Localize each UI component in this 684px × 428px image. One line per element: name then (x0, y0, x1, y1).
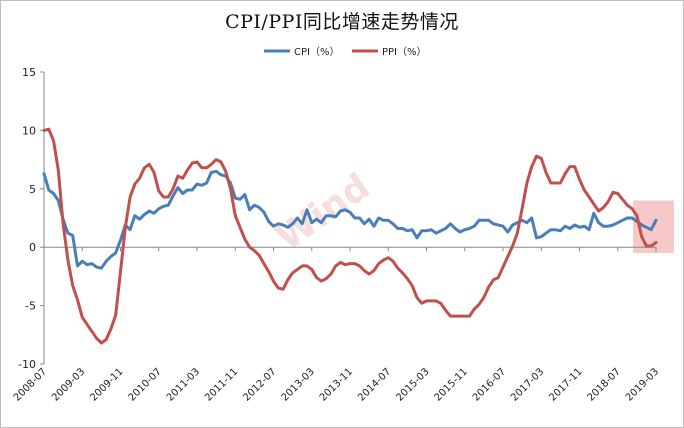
x-tick-label: 2018-07 (586, 366, 623, 403)
y-tick-label: 10 (22, 124, 36, 137)
x-tick-label: 2015-03 (394, 366, 431, 403)
x-tick-label: 2013-03 (280, 366, 317, 403)
y-tick-label: -10 (18, 358, 36, 371)
x-tick-label: 2014-07 (356, 366, 393, 403)
x-tick-label: 2019-03 (624, 366, 661, 403)
y-tick-label: 15 (22, 66, 36, 79)
x-tick-label: 2009-03 (50, 366, 87, 403)
series-line-cpi (42, 169, 658, 270)
x-tick-label: 2010-07 (127, 366, 164, 403)
x-tick-label: 2017-03 (509, 366, 546, 403)
x-tick-label: 2009-11 (88, 366, 125, 403)
legend-label: PPI（%） (382, 46, 427, 58)
watermark: Wind (269, 166, 377, 259)
y-tick-label: 5 (29, 183, 36, 196)
y-tick-label: -5 (25, 300, 36, 313)
x-tick-label: 2011-11 (203, 366, 240, 403)
x-tick-label: 2015-11 (433, 366, 470, 403)
chart-title: CPI/PPI同比增速走势情况 (225, 11, 459, 33)
x-tick-label: 2012-07 (241, 366, 278, 403)
y-tick-label: 0 (29, 241, 36, 254)
x-tick-label: 2016-07 (471, 366, 508, 403)
legend-label: CPI（%） (294, 46, 339, 58)
x-tick-label: 2011-03 (165, 366, 202, 403)
series-line-ppi (42, 127, 658, 345)
x-tick-label: 2008-07 (12, 366, 49, 403)
x-tick-label: 2017-11 (547, 366, 584, 403)
x-tick-label: 2013-11 (318, 366, 355, 403)
